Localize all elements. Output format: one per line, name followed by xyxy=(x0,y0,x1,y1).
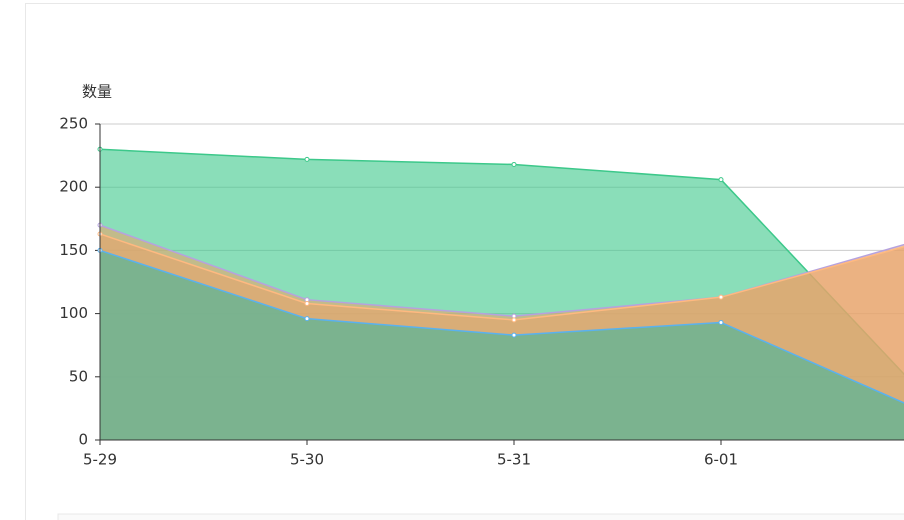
y-tick-label: 100 xyxy=(59,304,88,322)
x-tick-label: 6-01 xyxy=(704,451,738,469)
x-tick-label: 5-31 xyxy=(497,451,531,469)
point xyxy=(718,294,724,300)
point xyxy=(718,319,724,325)
y-tick-label: 250 xyxy=(59,115,88,133)
point xyxy=(304,300,310,306)
point xyxy=(304,316,310,322)
point xyxy=(718,177,724,183)
point xyxy=(511,161,517,167)
y-tick-label: 200 xyxy=(59,178,88,196)
table-edge xyxy=(57,513,904,520)
point xyxy=(304,156,310,162)
y-tick-label: 150 xyxy=(59,241,88,259)
y-tick-label: 50 xyxy=(69,367,88,385)
y-tick-label: 0 xyxy=(78,431,88,449)
point xyxy=(511,317,517,323)
y-axis-label: 数量 xyxy=(82,83,112,101)
point xyxy=(511,332,517,338)
area xyxy=(100,250,904,440)
x-tick-label: 5-30 xyxy=(290,451,324,469)
x-tick-label: 5-29 xyxy=(83,451,117,469)
